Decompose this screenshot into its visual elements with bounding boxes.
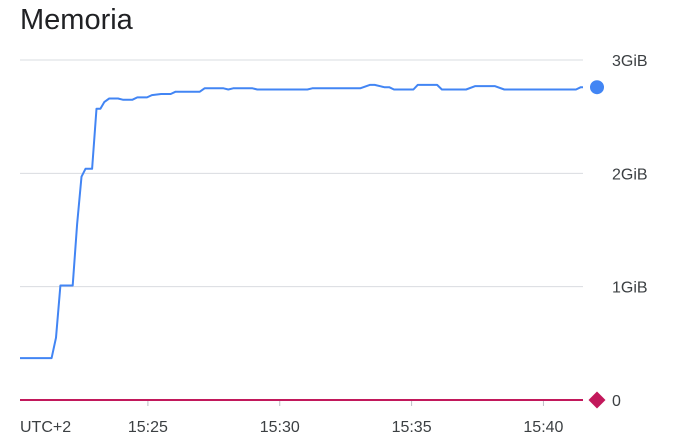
- y-axis-ticks: 0 1GiB 2GiB 3GiB: [612, 53, 648, 410]
- y-tick-label: 0: [612, 393, 621, 410]
- x-tick-label: 15:30: [260, 419, 300, 436]
- x-tick-label: 15:25: [128, 419, 168, 436]
- x-tick-label: 15:40: [523, 419, 563, 436]
- x-axis-ticks: UTC+2 15:25 15:30 15:35 15:40: [20, 400, 564, 436]
- y-tick-label: 1GiB: [612, 280, 648, 297]
- series-end-marker: [588, 391, 606, 409]
- grid-lines: [20, 59, 583, 288]
- y-tick-label: 3GiB: [612, 53, 648, 70]
- timezone-label: UTC+2: [20, 419, 71, 436]
- series-end-marker: [590, 80, 604, 95]
- series-line: [20, 83, 583, 360]
- y-tick-label: 2GiB: [612, 166, 648, 183]
- series-group: [20, 80, 606, 409]
- chart-title: Memoria: [20, 4, 133, 36]
- x-tick-label: 15:35: [392, 419, 432, 436]
